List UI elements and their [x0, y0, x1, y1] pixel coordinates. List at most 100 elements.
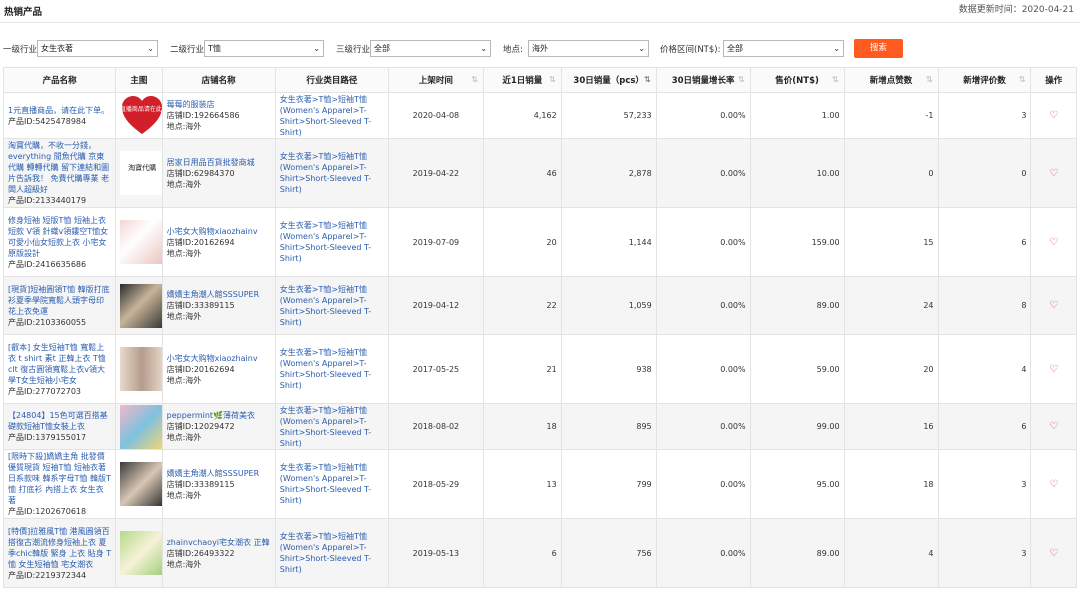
shop-name-link[interactable]: 小宅女大购物xiaozhainv: [166, 353, 258, 363]
shop-cell: 嬌嬌主角潮人館SSSUPER 店铺ID:33389115 地点:海外: [161, 449, 276, 519]
industry1-label: 一级行业: [3, 45, 38, 55]
category-path-link[interactable]: 女生衣著>T恤>短袖T恤 (Women's Apparel>T-Shirt>Sh…: [279, 94, 372, 137]
new-likes: 24: [843, 276, 939, 335]
chevron-down-icon: ⌄: [147, 44, 154, 53]
category-path-link[interactable]: 女生衣著>T恤>短袖T恤 (Women's Apparel>T-Shirt>Sh…: [279, 152, 372, 194]
main-image-cell: [115, 403, 163, 450]
product-name-cell: [叡本] 女生短袖T恤 寬鬆上衣 t shirt 素t 正韓上衣 T恤 clt …: [2, 334, 117, 404]
chevron-down-icon: ⌄: [480, 44, 487, 53]
product-thumbnail[interactable]: 1元直播商品请在此下单: [120, 93, 162, 138]
product-name-link[interactable]: 1元直播商品，请在此下单。: [8, 105, 110, 115]
shop-location: 地点:海外: [166, 490, 202, 500]
heart-icon[interactable]: ♡: [1049, 478, 1059, 490]
heart-icon[interactable]: ♡: [1049, 167, 1059, 179]
product-thumbnail[interactable]: [120, 404, 162, 449]
price: 59.00: [749, 334, 845, 404]
main-image-cell: [115, 276, 163, 335]
new-reviews: 6: [937, 403, 1032, 450]
price: 89.00: [749, 518, 845, 588]
sort-icon[interactable]: ⇅: [548, 75, 556, 84]
category-path-link[interactable]: 女生衣著>T恤>短袖T恤 (Women's Apparel>T-Shirt>Sh…: [279, 221, 372, 263]
product-thumbnail[interactable]: [120, 462, 162, 506]
col-sales-growth[interactable]: 30日销量增长率 ⇅: [655, 67, 751, 93]
new-likes: -1: [843, 92, 939, 139]
shop-cell: peppermint🌿薄荷美衣 店铺ID:12029472 地点:海外: [161, 403, 276, 450]
sort-icon[interactable]: ⇅: [643, 75, 651, 84]
product-thumbnail[interactable]: [120, 531, 162, 575]
search-button[interactable]: 搜索: [854, 39, 903, 58]
heart-icon[interactable]: ♡: [1049, 110, 1059, 121]
page-title: 热销产品: [4, 7, 43, 18]
shop-cell: 小宅女大购物xiaozhainv 店铺ID:20162694 地点:海外: [161, 207, 276, 277]
location-select[interactable]: 海外 ⌄: [528, 40, 649, 57]
price: 159.00: [749, 207, 845, 277]
shop-name-link[interactable]: zhainvchaoyi宅女潮衣 正韓: [166, 537, 270, 547]
product-name-link[interactable]: [特價]拉雅風T恤 港風圓領百搭復古潮流修身短袖上衣 夏季chic韓版 緊身 上…: [8, 526, 112, 569]
sort-icon[interactable]: ⇅: [471, 75, 478, 84]
col-listing-date[interactable]: 上架时间 ⇅: [387, 67, 484, 93]
product-thumbnail[interactable]: [120, 283, 162, 328]
chevron-down-icon: ⌄: [638, 44, 645, 53]
category-path-cell: 女生衣著>T恤>短袖T恤 (Women's Apparel>T-Shirt>Sh…: [274, 449, 389, 519]
sales-1d: 18: [482, 403, 562, 450]
col-new-reviews[interactable]: 新增评价数 ⇅: [937, 67, 1032, 93]
industry2-select[interactable]: T恤 ⌄: [204, 40, 324, 57]
col-sales-30d[interactable]: 30日销量（pcs） ⇅: [560, 67, 657, 93]
sales-growth: 0.00%: [655, 276, 751, 335]
sales-1d: 4,162: [482, 92, 562, 139]
product-thumbnail[interactable]: 淘寶代購: [120, 151, 162, 195]
industry3-select[interactable]: 全部 ⌄: [370, 40, 491, 57]
sort-icon[interactable]: ⇅: [1018, 75, 1026, 84]
shop-name-link[interactable]: peppermint🌿薄荷美衣: [166, 411, 256, 420]
shop-name-link[interactable]: 居家日用品百貨批發商城: [166, 157, 255, 167]
action-cell: ♡: [1030, 207, 1077, 277]
listing-date: 2019-04-12: [387, 276, 484, 335]
shop-name-link[interactable]: 嬌嬌主角潮人館SSSUPER: [166, 290, 260, 299]
product-name-link[interactable]: [限時下殺]嬌嬌主角 批發價優質現貨 短袖T恤 短袖衣著日系款味 韓系字母T恤 …: [8, 452, 111, 505]
category-path-link[interactable]: 女生衣著>T恤>短袖T恤 (Women's Apparel>T-Shirt>Sh…: [279, 348, 372, 390]
col-price[interactable]: 售价(NT$) ⇅: [749, 67, 845, 93]
heart-icon[interactable]: ♡: [1049, 300, 1059, 311]
category-path-link[interactable]: 女生衣著>T恤>短袖T恤 (Women's Apparel>T-Shirt>Sh…: [279, 463, 372, 505]
price-range-select[interactable]: 全部 ⌄: [723, 40, 844, 57]
location-label: 地点:: [503, 45, 523, 55]
product-id: 产品ID:5425478984: [8, 116, 87, 126]
sort-icon[interactable]: ⇅: [925, 75, 933, 84]
table-row: 修身短袖 短版T恤 短袖上衣 短款 V領 針織v領鏤空T恤女 可愛小仙女短款上衣…: [2, 207, 1077, 277]
industry1-select[interactable]: 女生衣著 ⌄: [37, 40, 158, 57]
industry3-value: 全部: [374, 44, 390, 53]
sort-icon[interactable]: ⇅: [737, 75, 745, 84]
category-path-link[interactable]: 女生衣著>T恤>短袖T恤 (Women's Apparel>T-Shirt>Sh…: [279, 405, 372, 448]
col-new-likes[interactable]: 新增点赞数 ⇅: [843, 67, 939, 93]
col-main-image: 主图: [115, 67, 163, 93]
action-cell: ♡: [1030, 334, 1077, 404]
product-name-link[interactable]: 淘寶代購，不收一分錢，everything 閒魚代購 京東代購 轉轉代購 留下連…: [8, 141, 110, 194]
shop-name-link[interactable]: 莓莓的服装店: [166, 100, 215, 109]
col-sales-1d[interactable]: 近1日销量 ⇅: [482, 67, 562, 93]
product-name-link[interactable]: 【24804】15色可選百搭基礎款短袖T恤女裝上衣: [8, 411, 108, 431]
sales-30d: 756: [560, 518, 657, 588]
product-name-link[interactable]: [現貨]短袖圓領T恤 韓版打底衫夏季學院寬鬆人頭字母印花上衣免運: [8, 284, 110, 316]
category-path-cell: 女生衣著>T恤>短袖T恤 (Women's Apparel>T-Shirt>Sh…: [274, 403, 389, 450]
shop-location: 地点:海外: [166, 559, 202, 569]
top-bar: 热销产品 数据更新时间：2020-04-21: [0, 0, 1080, 23]
industry2-label: 二级行业: [170, 45, 205, 55]
product-thumbnail[interactable]: [120, 220, 162, 264]
shop-location: 地点:海外: [166, 179, 202, 189]
shop-name-link[interactable]: 嬌嬌主角潮人館SSSUPER: [166, 468, 260, 478]
shop-location: 地点:海外: [166, 122, 202, 131]
product-name-link[interactable]: 修身短袖 短版T恤 短袖上衣 短款 V領 針織v領鏤空T恤女 可愛小仙女短款上衣…: [8, 215, 109, 258]
heart-icon[interactable]: ♡: [1049, 547, 1059, 559]
product-thumbnail[interactable]: [120, 347, 162, 391]
sort-icon[interactable]: ⇅: [831, 75, 839, 84]
category-path-link[interactable]: 女生衣著>T恤>短袖T恤 (Women's Apparel>T-Shirt>Sh…: [279, 284, 372, 327]
shop-name-link[interactable]: 小宅女大购物xiaozhainv: [166, 226, 258, 236]
category-path-link[interactable]: 女生衣著>T恤>短袖T恤 (Women's Apparel>T-Shirt>Sh…: [279, 532, 372, 574]
heart-icon[interactable]: ♡: [1049, 363, 1059, 375]
sales-1d: 20: [482, 207, 562, 277]
category-path-cell: 女生衣著>T恤>短袖T恤 (Women's Apparel>T-Shirt>Sh…: [274, 92, 389, 139]
heart-icon[interactable]: ♡: [1049, 236, 1059, 248]
action-cell: ♡: [1030, 276, 1077, 335]
heart-icon[interactable]: ♡: [1049, 421, 1059, 432]
product-name-link[interactable]: [叡本] 女生短袖T恤 寬鬆上衣 t shirt 素t 正韓上衣 T恤 clt …: [8, 342, 106, 385]
